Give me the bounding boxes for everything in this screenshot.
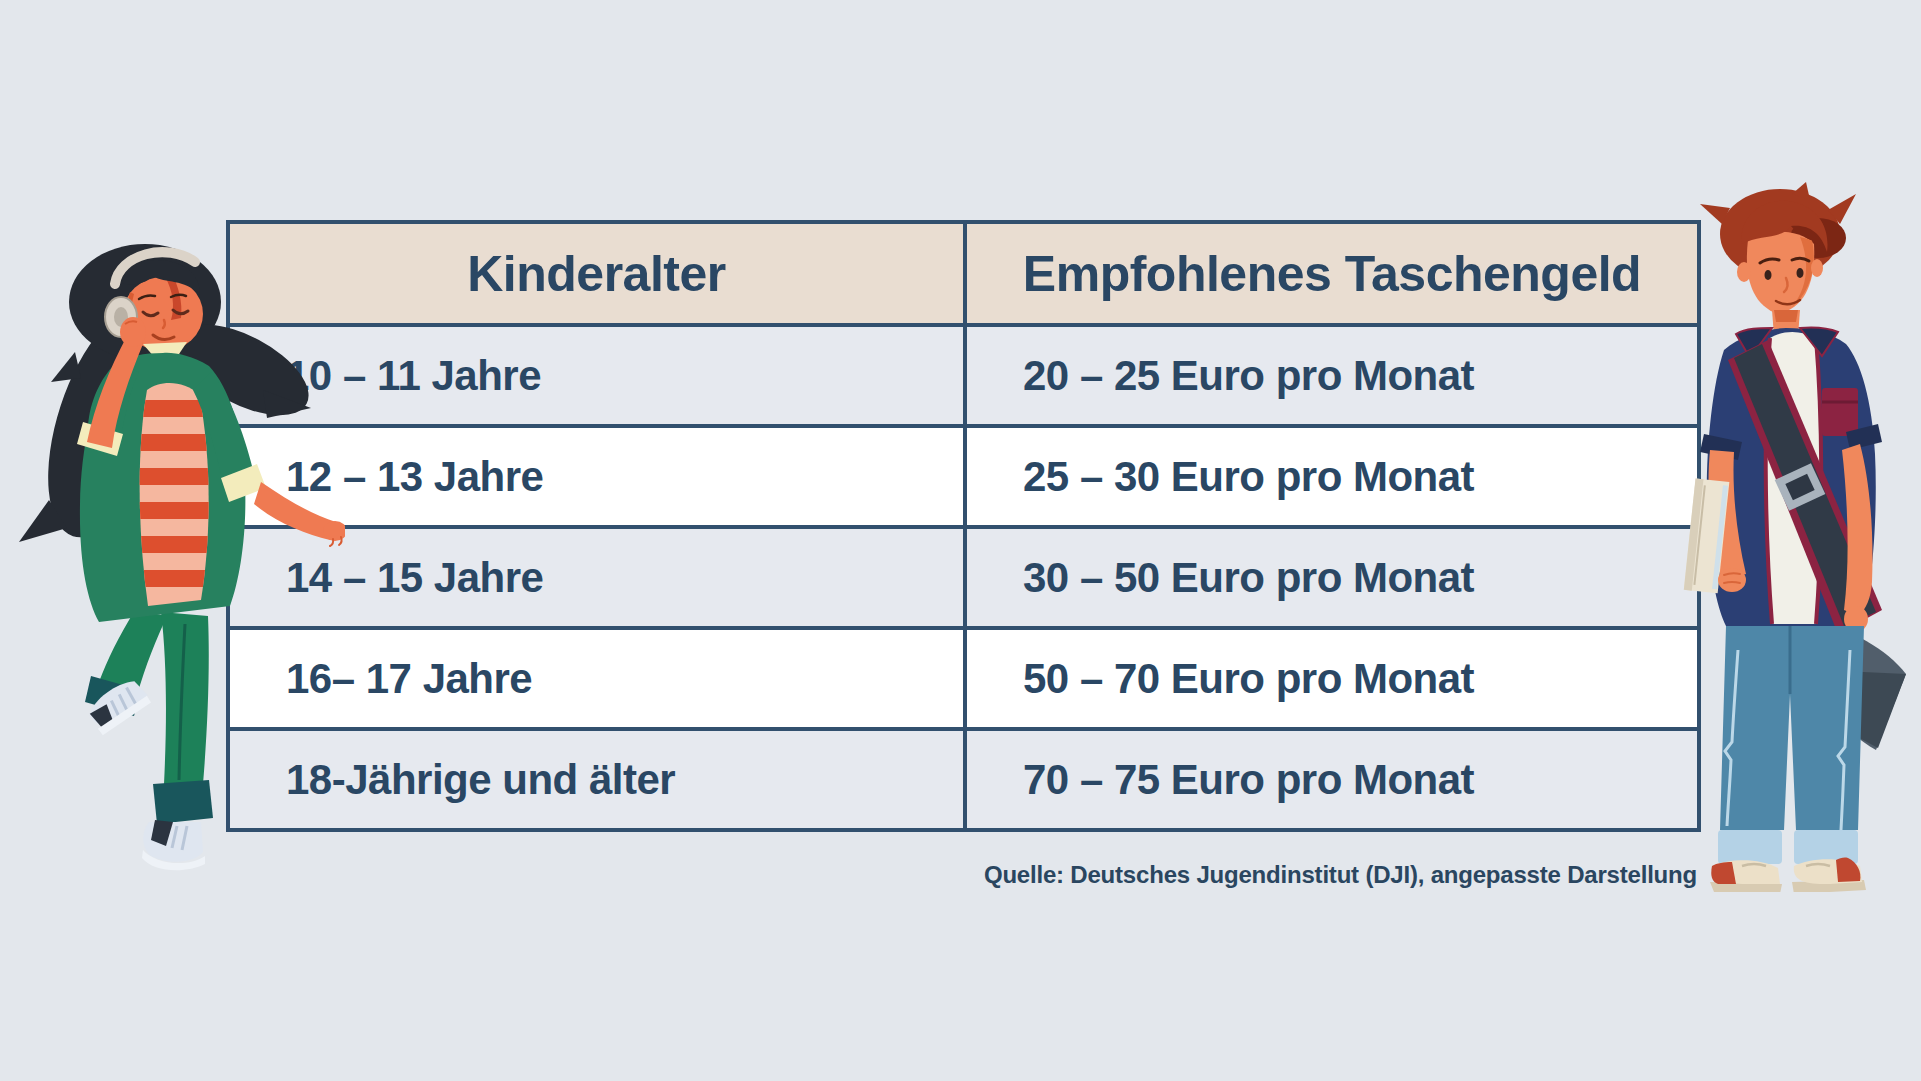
cell-age-1: 12 – 13 Jahre: [228, 426, 965, 527]
cell-allowance-2: 30 – 50 Euro pro Monat: [965, 527, 1699, 628]
header-cell-allowance: Empfohlenes Taschengeld: [965, 222, 1699, 325]
table-row: 12 – 13 Jahre 25 – 30 Euro pro Monat: [228, 426, 1699, 527]
cell-age-0: 10 – 11 Jahre: [228, 325, 965, 426]
table-header-row: Kinderalter Empfohlenes Taschengeld: [228, 222, 1699, 325]
table-row: 14 – 15 Jahre 30 – 50 Euro pro Monat: [228, 527, 1699, 628]
header-cell-age: Kinderalter: [228, 222, 965, 325]
cell-age-2: 14 – 15 Jahre: [228, 527, 965, 628]
table-row: 10 – 11 Jahre 20 – 25 Euro pro Monat: [228, 325, 1699, 426]
boy-with-bag-illustration: [1680, 182, 1910, 892]
source-note: Quelle: Deutsches Jugendinstitut (DJI), …: [984, 861, 1697, 889]
cell-allowance-3: 50 – 70 Euro pro Monat: [965, 628, 1699, 729]
cell-allowance-4: 70 – 75 Euro pro Monat: [965, 729, 1699, 830]
table-row: 16– 17 Jahre 50 – 70 Euro pro Monat: [228, 628, 1699, 729]
pocket-money-table: Kinderalter Empfohlenes Taschengeld 10 –…: [226, 220, 1701, 832]
cell-age-3: 16– 17 Jahre: [228, 628, 965, 729]
cell-allowance-1: 25 – 30 Euro pro Monat: [965, 426, 1699, 527]
cell-age-4: 18-Jährige und älter: [228, 729, 965, 830]
infographic-canvas: Kinderalter Empfohlenes Taschengeld 10 –…: [0, 0, 1921, 1081]
cell-allowance-0: 20 – 25 Euro pro Monat: [965, 325, 1699, 426]
table-row: 18-Jährige und älter 70 – 75 Euro pro Mo…: [228, 729, 1699, 830]
